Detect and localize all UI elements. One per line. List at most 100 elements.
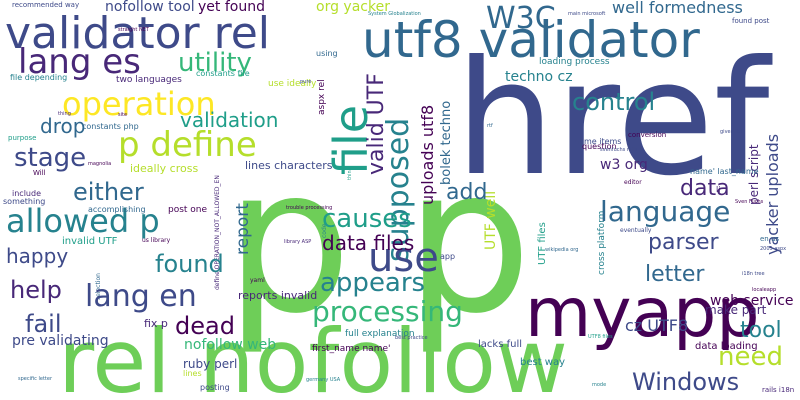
word-bolek-techno: bolek techno (439, 100, 454, 185)
word-processing: processing (312, 295, 463, 328)
word-use-ideally: use ideally (268, 79, 317, 89)
word-constants-file: constants file (196, 69, 250, 78)
word-utf-files: UTF files (537, 222, 548, 265)
word-using: using (316, 49, 338, 58)
word-wikipedia-org: wikipedia org (545, 247, 579, 253)
word-two-languages: two languages (116, 75, 182, 85)
word-cz-utf8: cz UTF8 (625, 316, 689, 335)
word-valid-utf: valid UTF (364, 73, 389, 175)
word-ruby-perl: ruby perl (183, 357, 238, 371)
word-happy: happy (6, 244, 69, 268)
word-validation: validation (180, 108, 279, 132)
word-href: href (455, 27, 770, 211)
word-ideally-cross: ideally cross (130, 162, 199, 175)
word-parser: parser (648, 230, 719, 255)
word-editor: editor (624, 179, 642, 186)
word-constants-php: constants php (82, 122, 139, 131)
word-dead: dead (175, 312, 235, 340)
word-found: found (155, 250, 224, 278)
word-language: language (600, 195, 731, 228)
word-rel-nofollow: rel nofollow (58, 310, 568, 400)
word-first-name: first_name name' (312, 344, 391, 354)
word-web-service: web service (710, 293, 794, 309)
word-need: need (718, 342, 783, 372)
word-well-formedness: well formedness (612, 0, 743, 17)
word-either: either (73, 178, 144, 206)
word-magnolia: magnolia (88, 161, 112, 167)
word-fail: fail (25, 310, 62, 338)
word-recommended-way: recommended way (12, 1, 80, 9)
word-system-globalization: System Globalization (368, 11, 421, 17)
word-app: app (440, 252, 456, 261)
word-include: include (12, 189, 41, 198)
word-p-big-right: p (405, 125, 532, 358)
word-appears: appears (320, 268, 426, 298)
word-causes: causes (322, 204, 412, 234)
word-data: data (680, 176, 730, 201)
word-think: think (347, 167, 353, 180)
word-pre-validating: pre validating (12, 333, 109, 349)
word-reports-invalid: reports invalid (238, 289, 318, 302)
word-full-explanation: full explanation (345, 329, 415, 339)
word-myapp: myapp (525, 274, 760, 353)
word-something: something (3, 197, 46, 206)
word-mode: mode (592, 382, 607, 388)
word-will: Will (33, 169, 46, 177)
word-question: question (582, 142, 617, 151)
word-pure: pure (300, 79, 312, 85)
word-specific-letter: specific letter (18, 376, 52, 382)
word-rails-i18n: rails i18n (762, 386, 795, 394)
word-utility: utility (178, 48, 252, 78)
word-org-yacker: org yacker (316, 0, 390, 15)
word-drop: drop (40, 114, 86, 138)
word-given-list: given list (720, 129, 743, 135)
word-help: help (10, 276, 62, 304)
word-germany-usa: germany USA (306, 377, 341, 383)
word-best-practice: best practice (395, 335, 428, 341)
word-tool: tool (740, 318, 782, 343)
word-make-part: make part (705, 303, 767, 317)
word-best-way: best way (520, 357, 566, 368)
word-conversion: conversion (628, 131, 667, 139)
word-w3c: W3C (486, 1, 556, 36)
word-purpose: purpose (8, 134, 37, 142)
word-posting: posting (200, 383, 230, 392)
word-post-one: post one (168, 205, 208, 215)
word-lang-es: lang es (18, 42, 141, 82)
word-lines-characters: lines characters (245, 159, 333, 172)
word-utf8-validator: utf8 validator (362, 11, 700, 69)
word-techno-cz: techno cz (505, 69, 573, 85)
word-sven-fuchs: Sven Fuchs (735, 199, 764, 205)
word-library-asp: library ASP (284, 239, 312, 245)
word-invalid-utf: invalid UTF (62, 236, 118, 247)
word-aspx-rel: aspx rel (317, 79, 327, 115)
word-main-microsoft: main microsoft (568, 11, 606, 17)
word-rtf: rtf (487, 123, 493, 129)
word-uploads-utf8: uploads utf8 (418, 104, 437, 205)
word-eventually: eventually (620, 227, 652, 234)
word-name-items: name items (574, 137, 622, 146)
word-lacks-full: lacks full (478, 339, 522, 350)
word-fix-p: fix p (144, 317, 168, 330)
word-us-library: us library (142, 237, 171, 244)
word-control: control (572, 88, 656, 116)
word-i18n-tree: i18n tree (742, 271, 765, 277)
word-stage: stage (14, 143, 87, 173)
word-accomplishing: accomplishing (88, 205, 146, 214)
word-2005-aspx: 2005 aspx (760, 246, 787, 252)
word-found-post: found post (732, 17, 770, 25)
word-use: use (368, 235, 439, 281)
word-utf8-files: UTF8 files (588, 334, 613, 340)
word-li: li (716, 185, 721, 194)
word-report: report (233, 203, 253, 255)
word-allowed-p: allowed p (6, 202, 160, 240)
word-nofollow-web: nofollow web (184, 337, 277, 353)
word-operation: operation (62, 85, 216, 123)
word-data-loading: data loading (695, 341, 758, 352)
word-lang-en: lang en (85, 279, 197, 314)
word-svenfuchs-rails: svenfuchs rails (600, 147, 638, 153)
word-letter: letter (645, 262, 705, 287)
word-straight-net: straight NET (118, 27, 149, 33)
word-thing: thing (58, 111, 71, 117)
